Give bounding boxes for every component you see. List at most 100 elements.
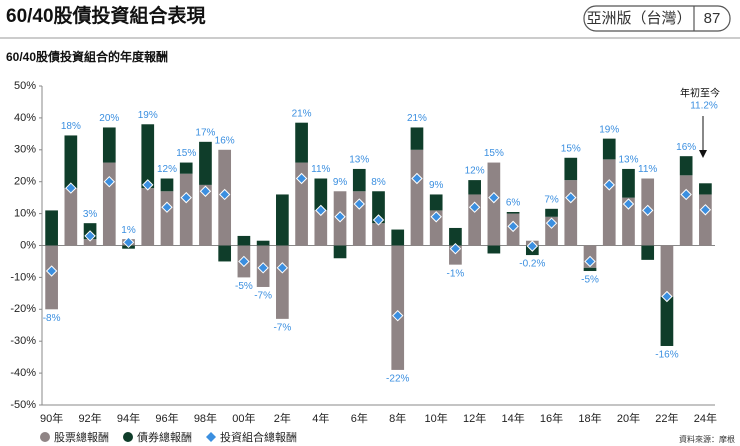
x-tick-label: 16年 bbox=[540, 411, 563, 425]
portfolio-marker bbox=[103, 175, 116, 188]
portfolio-marker bbox=[661, 290, 673, 303]
bar-segment bbox=[83, 239, 97, 246]
bar-segment bbox=[333, 245, 347, 259]
bar-segment bbox=[141, 188, 155, 246]
y-tick-label: 10% bbox=[14, 208, 36, 220]
data-label: 8% bbox=[371, 177, 386, 188]
bar-segment bbox=[564, 157, 578, 181]
portfolio-marker bbox=[430, 211, 442, 223]
data-label: -16% bbox=[655, 350, 678, 361]
bar-segment bbox=[564, 180, 578, 246]
y-tick-label: -10% bbox=[10, 271, 36, 283]
bar-segment bbox=[506, 212, 520, 214]
bar-segment bbox=[391, 245, 405, 370]
x-tick-label: 4年 bbox=[312, 411, 329, 425]
portfolio-marker bbox=[315, 204, 327, 217]
portfolio-marker bbox=[603, 179, 615, 191]
bar-segment bbox=[160, 191, 174, 246]
bar-segment bbox=[295, 162, 308, 246]
source: 資料來源：摩根 bbox=[679, 434, 735, 444]
data-label: -8% bbox=[43, 313, 61, 324]
page-title: 60/40股債投資組合表現 bbox=[6, 4, 206, 27]
data-label: 12% bbox=[157, 164, 177, 175]
chart-title: 60/40股債投資組合的年度報酬 bbox=[6, 49, 168, 64]
bar-segment bbox=[141, 124, 155, 189]
portfolio-marker bbox=[180, 191, 192, 204]
portfolio-marker bbox=[84, 230, 96, 242]
portfolio-marker bbox=[238, 255, 250, 268]
data-label: 21% bbox=[407, 113, 427, 124]
data-label: 1% bbox=[121, 225, 136, 236]
y-tick-label: -50% bbox=[10, 399, 36, 411]
data-label: -0.2% bbox=[519, 259, 545, 270]
x-tick-label: 8年 bbox=[389, 411, 406, 425]
portfolio-marker bbox=[161, 201, 173, 213]
data-label: 9% bbox=[333, 177, 348, 188]
bar-segment bbox=[679, 156, 693, 176]
x-tick-label: 98年 bbox=[194, 411, 217, 425]
x-tick-label: 14年 bbox=[501, 411, 524, 425]
bar-segment bbox=[45, 210, 58, 246]
portfolio-marker bbox=[545, 217, 558, 229]
data-label: 11.2% bbox=[690, 101, 718, 112]
data-label: 12% bbox=[465, 166, 485, 177]
portfolio-marker bbox=[45, 265, 58, 277]
bar-segment bbox=[276, 194, 289, 246]
bar-segment bbox=[410, 149, 424, 246]
bar-segment bbox=[622, 197, 635, 246]
bar-segment bbox=[583, 267, 597, 272]
portfolio-marker bbox=[507, 220, 519, 233]
portfolio-marker bbox=[584, 255, 596, 268]
data-label: 3% bbox=[83, 209, 98, 220]
portfolio-marker bbox=[699, 204, 712, 216]
annotation: 年初至今 bbox=[680, 87, 720, 100]
data-label: -7% bbox=[254, 291, 272, 302]
x-tick-label: 00年 bbox=[232, 411, 255, 425]
bar-segment bbox=[449, 227, 462, 246]
data-label: 15% bbox=[484, 148, 504, 159]
portfolio-marker bbox=[142, 179, 154, 191]
bar-segment bbox=[314, 178, 328, 211]
data-label: 21% bbox=[292, 108, 312, 119]
y-tick-label: 50% bbox=[14, 80, 36, 92]
bar-segment bbox=[237, 235, 251, 246]
edition-box bbox=[583, 5, 731, 32]
data-label: 19% bbox=[599, 124, 619, 135]
bar-segment bbox=[699, 183, 712, 195]
bar-segment bbox=[410, 127, 424, 150]
y-tick-label: 20% bbox=[14, 176, 36, 188]
x-tick-label: 96年 bbox=[155, 411, 178, 425]
bar-segment bbox=[429, 194, 443, 211]
legend-swatch bbox=[40, 432, 50, 442]
bar-segment bbox=[352, 168, 366, 192]
legend-label: 股票總報酬 bbox=[54, 430, 109, 444]
bar-segment bbox=[276, 245, 289, 319]
x-tick-label: 10年 bbox=[425, 411, 448, 425]
data-label: 19% bbox=[138, 110, 158, 121]
bar-segment bbox=[102, 127, 116, 163]
x-tick-label: 6年 bbox=[351, 411, 368, 425]
data-label: 15% bbox=[561, 143, 581, 154]
data-label: -5% bbox=[235, 281, 253, 292]
bar-segment bbox=[64, 188, 78, 246]
data-label: 9% bbox=[429, 180, 444, 191]
portfolio-marker bbox=[488, 191, 500, 204]
portfolio-marker bbox=[449, 242, 462, 255]
bar-segment bbox=[102, 162, 116, 246]
portfolio-marker bbox=[199, 185, 212, 197]
x-tick-label: 22年 bbox=[655, 411, 678, 425]
x-tick-label: 18年 bbox=[578, 411, 601, 425]
portfolio-marker bbox=[411, 172, 423, 185]
x-tick-label: 92年 bbox=[78, 411, 101, 425]
legend-swatch bbox=[123, 432, 133, 442]
bar-segment bbox=[45, 245, 58, 310]
bar-segment bbox=[699, 194, 712, 246]
page-number: 87 bbox=[704, 10, 721, 27]
y-tick-label: -40% bbox=[10, 367, 36, 379]
bar-segment bbox=[468, 180, 481, 195]
bar-segment bbox=[314, 210, 328, 246]
x-tick-label: 2年 bbox=[274, 411, 291, 425]
portfolio-marker bbox=[680, 188, 692, 201]
portfolio-marker bbox=[353, 198, 365, 210]
